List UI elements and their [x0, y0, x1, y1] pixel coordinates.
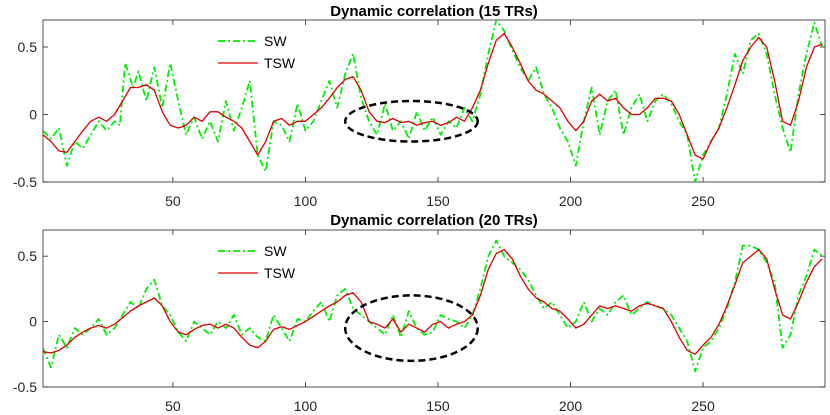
series-line-sw — [43, 20, 824, 182]
chart-title: Dynamic correlation (15 TRs) — [330, 3, 538, 20]
x-tick-label: 100 — [294, 398, 318, 414]
x-tick-label: 50 — [165, 193, 181, 209]
y-tick-label: 0.5 — [18, 248, 38, 264]
y-tick-label: -0.5 — [13, 379, 37, 395]
series-line-tsw — [43, 32, 823, 160]
highlight-ellipse — [343, 99, 479, 143]
highlight-ellipse — [343, 294, 479, 363]
series-group — [43, 239, 823, 373]
x-tick-label: 100 — [294, 193, 318, 209]
series-line-sw — [43, 239, 823, 373]
chart-title: Dynamic correlation (20 TRs) — [330, 212, 538, 229]
plot-area — [42, 229, 826, 388]
legend-label-tsw: TSW — [264, 55, 296, 71]
legend-label-tsw: TSW — [264, 265, 296, 281]
x-tick-label: 50 — [165, 398, 181, 414]
y-tick-label: 0 — [29, 314, 37, 330]
x-tick-label: 200 — [559, 398, 583, 414]
x-tick-label: 150 — [426, 398, 450, 414]
x-tick-label: 250 — [691, 398, 715, 414]
legend-label-sw: SW — [264, 33, 287, 49]
chart-panel-15-trs: Dynamic correlation (15 TRs) 50 100 150 200 2… — [13, 3, 826, 209]
x-tick-label: 150 — [426, 193, 450, 209]
x-tick-label: 250 — [691, 193, 715, 209]
series-group — [43, 20, 824, 182]
y-tick-label: -0.5 — [13, 174, 37, 190]
y-tick-label: 0 — [29, 107, 37, 123]
legend-label-sw: SW — [264, 243, 287, 259]
chart-panel-20-trs: Dynamic correlation (20 TRs) 50 100 150 200 2… — [13, 212, 826, 414]
y-tick-label: 0.5 — [18, 39, 38, 55]
x-tick-label: 200 — [559, 193, 583, 209]
series-line-tsw — [43, 248, 823, 355]
